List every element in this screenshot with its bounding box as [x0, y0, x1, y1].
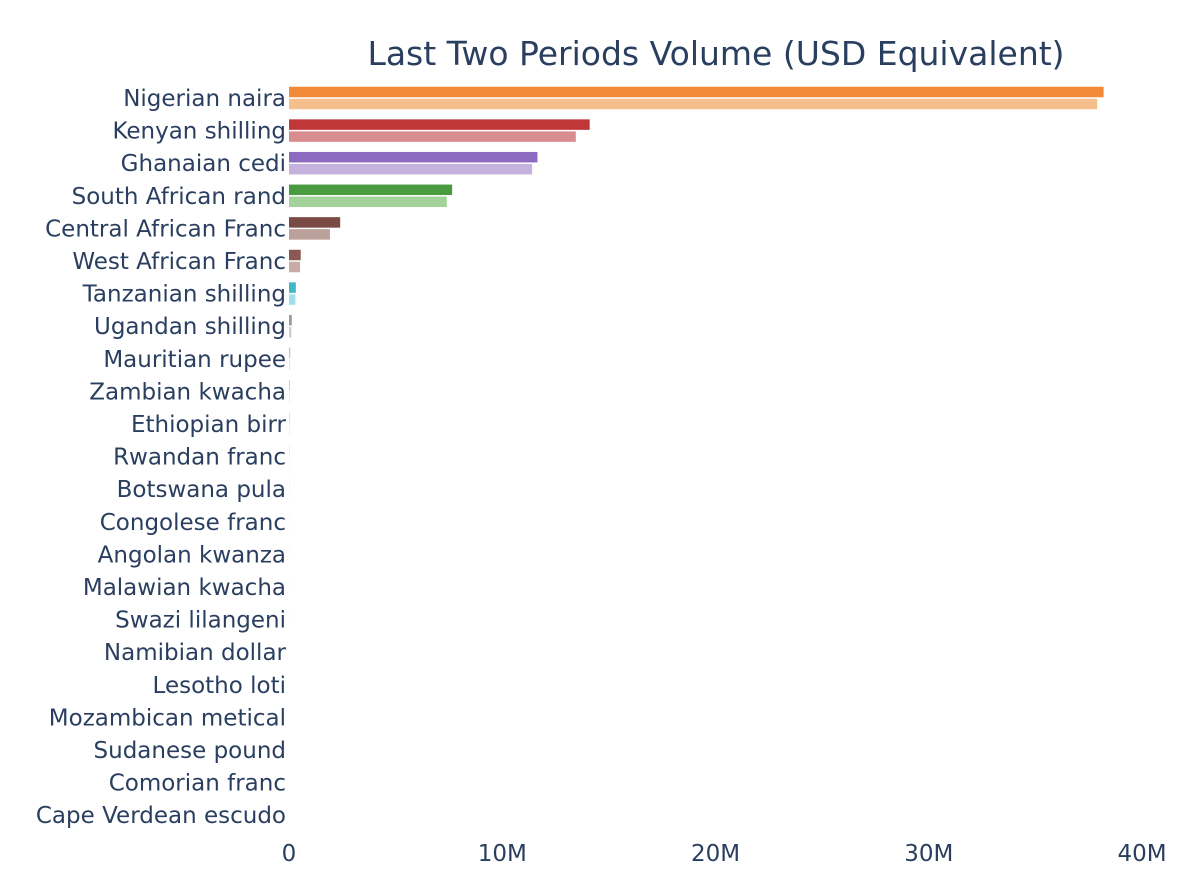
bar-period-1[interactable]: [289, 119, 590, 130]
bar-period-2[interactable]: [289, 261, 301, 273]
category-label: West African Franc: [72, 249, 286, 275]
bar-period-2[interactable]: [289, 196, 447, 208]
category-label: Central African Franc: [45, 216, 286, 242]
x-tick-label: 10M: [478, 841, 527, 867]
x-tick-labels-group: 0 10M 20M 30M 40M: [282, 841, 1167, 867]
bar-period-2[interactable]: [289, 326, 292, 338]
bar-period-2[interactable]: [289, 359, 291, 371]
category-label: Cape Verdean escudo: [36, 803, 286, 829]
chart-title: Last Two Periods Volume (USD Equivalent): [367, 34, 1064, 73]
category-label: Malawian kwacha: [83, 575, 286, 601]
x-tick-label: 40M: [1117, 841, 1166, 867]
category-label: Mauritian rupee: [103, 347, 286, 373]
category-label: Ghanaian cedi: [121, 151, 286, 177]
category-label: Ugandan shilling: [94, 314, 286, 340]
bar-period-1[interactable]: [289, 347, 291, 359]
x-tick-label: 20M: [691, 841, 740, 867]
bar-period-1[interactable]: [289, 151, 538, 163]
category-label: Comorian franc: [109, 771, 286, 797]
category-label: Rwandan franc: [113, 445, 286, 471]
category-label: Nigerian naira: [123, 86, 286, 112]
x-tick-label: 0: [282, 841, 297, 867]
bar-period-1[interactable]: [289, 412, 290, 424]
bar-period-2[interactable]: [289, 163, 533, 175]
category-label: Ethiopian birr: [131, 412, 287, 438]
category-label: Swazi lilangeni: [115, 608, 286, 634]
category-label: Botswana pula: [117, 477, 286, 503]
bar-period-2[interactable]: [289, 294, 296, 305]
category-label: Mozambican metical: [49, 705, 286, 731]
bar-period-1[interactable]: [289, 86, 1104, 98]
bars-group: [289, 86, 1104, 827]
bar-period-1[interactable]: [289, 314, 292, 326]
bar-period-1[interactable]: [289, 380, 290, 391]
bar-period-1[interactable]: [289, 217, 341, 228]
category-label: Tanzanian shilling: [82, 282, 286, 308]
bar-period-2[interactable]: [289, 392, 290, 403]
category-label: South African rand: [72, 184, 286, 210]
category-label: Sudanese pound: [94, 738, 286, 764]
x-tick-label: 30M: [904, 841, 953, 867]
bar-period-1[interactable]: [289, 282, 296, 293]
bar-period-2[interactable]: [289, 98, 1098, 110]
bar-period-2[interactable]: [289, 229, 330, 240]
category-label: Zambian kwacha: [89, 379, 286, 405]
bar-period-1[interactable]: [289, 184, 453, 196]
bar-period-2[interactable]: [289, 131, 576, 142]
category-label: Namibian dollar: [104, 640, 287, 666]
category-label: Angolan kwanza: [98, 542, 286, 568]
category-labels-group: Nigerian naira Kenyan shilling Ghanaian ce…: [36, 86, 287, 829]
bar-period-1[interactable]: [289, 249, 301, 261]
category-label: Lesotho loti: [153, 673, 286, 699]
category-label: Congolese franc: [100, 510, 286, 536]
category-label: Kenyan shilling: [112, 119, 286, 145]
